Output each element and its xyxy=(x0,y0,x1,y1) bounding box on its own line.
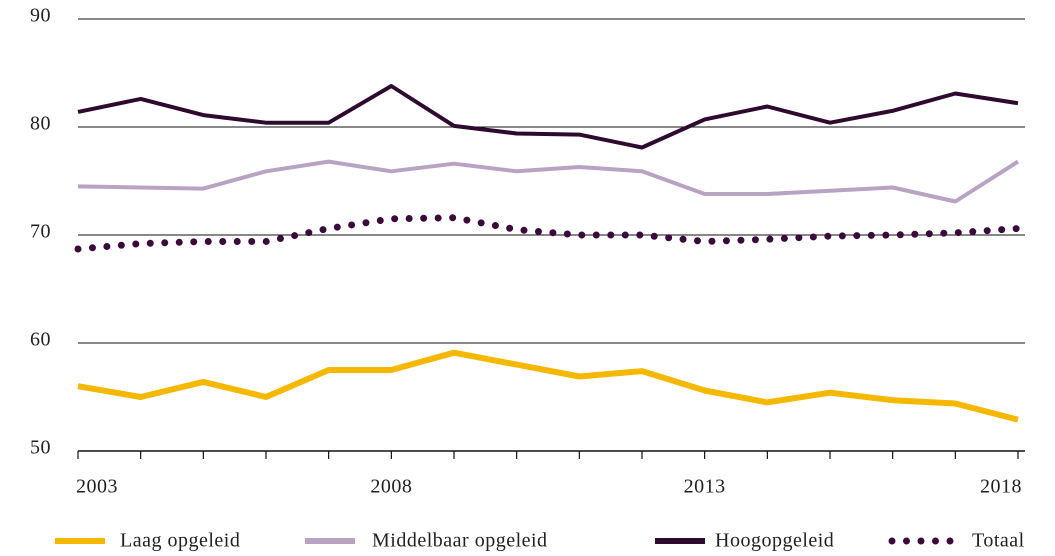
series-line xyxy=(74,214,1022,253)
y-tick-label: 50 xyxy=(30,437,51,459)
series-line xyxy=(77,84,1019,150)
legend-label: Hoogopgeleid xyxy=(715,530,834,552)
y-tick-label: 80 xyxy=(30,113,51,135)
legend-label: Totaal xyxy=(972,530,1025,552)
legend-label: Middelbaar opgeleid xyxy=(372,530,548,552)
series-line xyxy=(77,159,1020,204)
x-tick-label: 2018 xyxy=(980,476,1022,498)
x-tick-label: 2008 xyxy=(370,476,412,498)
x-tick-label: 2013 xyxy=(684,476,726,498)
y-tick-label: 90 xyxy=(30,5,51,27)
legend-label: Laag opgeleid xyxy=(120,530,240,552)
series-line xyxy=(77,349,1019,423)
y-tick-label: 70 xyxy=(30,221,51,243)
x-tick-label: 2003 xyxy=(76,476,118,498)
y-tick-label: 60 xyxy=(30,329,51,351)
